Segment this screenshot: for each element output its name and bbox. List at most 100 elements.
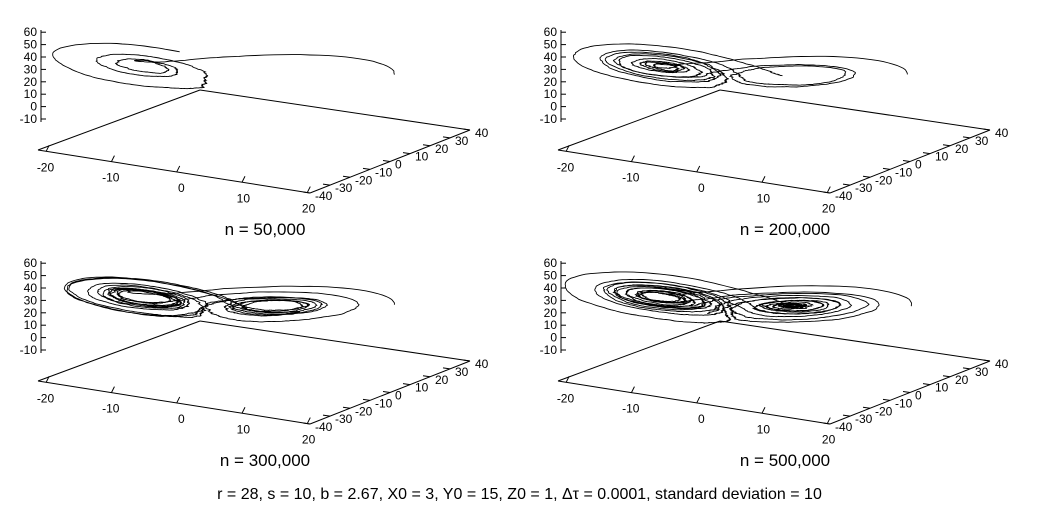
y-tick-mark <box>402 152 411 155</box>
y-tick-label: -10 <box>375 396 393 410</box>
z-tick-label: 50 <box>24 269 38 283</box>
chart-title: n = 300,000 <box>219 451 311 470</box>
z-tick-label: -10 <box>540 343 558 357</box>
chart-plot-area: -100102030405060-20-1001020-40-30-20-100… <box>20 25 489 216</box>
y-tick-label: -10 <box>895 165 913 179</box>
x-tick-label: 20 <box>822 433 836 447</box>
y-tick-label: 30 <box>975 365 989 379</box>
z-tick-label: 50 <box>544 269 558 283</box>
trajectory-series <box>52 42 395 90</box>
y-tick-label: 10 <box>935 381 949 395</box>
trajectory-series <box>572 43 908 89</box>
y-tick-label: -20 <box>875 404 893 418</box>
z-tick-label: 0 <box>550 100 557 114</box>
x-tick-mark <box>565 145 570 152</box>
z-tick-label: 30 <box>24 293 38 307</box>
z-tick-label: 20 <box>24 75 38 89</box>
y-tick-label: -10 <box>375 165 393 179</box>
x-front-axis <box>37 149 311 194</box>
y-tick-label: 0 <box>915 158 922 172</box>
y-tick-mark <box>922 152 931 155</box>
y-tick-label: 10 <box>415 150 429 164</box>
y-tick-mark <box>882 398 891 401</box>
y-tick-mark <box>962 367 971 370</box>
z-tick-label: 10 <box>24 318 38 332</box>
y-tick-mark <box>422 144 431 147</box>
x-tick-mark <box>110 386 115 393</box>
z-tick-label: 0 <box>30 331 37 345</box>
y-tick-mark <box>342 175 351 178</box>
y-tick-label: -30 <box>855 181 873 195</box>
y-tick-mark <box>922 383 931 386</box>
chart-title: n = 50,000 <box>224 220 306 239</box>
y-tick-label: 30 <box>455 134 469 148</box>
x-tick-label: 20 <box>822 202 836 216</box>
y-tick-mark <box>382 391 391 393</box>
y-tick-label: -40 <box>835 189 853 203</box>
x-front-axis <box>37 380 311 425</box>
y-tick-mark <box>982 128 991 131</box>
y-tick-mark <box>902 160 911 162</box>
x-front-axis <box>557 149 831 194</box>
y-tick-mark <box>402 383 411 386</box>
y-tick-label: -20 <box>875 173 893 187</box>
z-tick-label: 0 <box>550 331 557 345</box>
z-tick-label: 40 <box>544 281 558 295</box>
x-tick-mark <box>826 417 831 424</box>
y-tick-mark <box>982 359 991 362</box>
y-tick-label: 20 <box>435 373 449 387</box>
z-tick-label: 40 <box>24 50 38 64</box>
chart-panel-n-50000: -10 0 10 20 30 40 50 60 -20 -10 0 10 20 -40 -30 -20 -10 0… <box>0 10 500 242</box>
trajectory-series <box>564 271 912 324</box>
x-back-axis <box>557 89 721 151</box>
z-tick-label: -10 <box>540 112 558 126</box>
z-tick-label: 20 <box>24 306 38 320</box>
y-tick-label: -30 <box>855 412 873 426</box>
x-tick-label: -20 <box>37 391 55 405</box>
y-tick-mark <box>362 167 371 170</box>
y-tick-label: -40 <box>315 420 333 434</box>
z-tick-label: 40 <box>24 281 38 295</box>
y-tick-label: 10 <box>415 381 429 395</box>
x-tick-label: 0 <box>178 412 185 426</box>
x-tick-mark <box>826 186 831 193</box>
x-tick-label: 0 <box>698 412 705 426</box>
z-tick-label: 60 <box>544 25 558 39</box>
y-tick-mark <box>342 406 351 409</box>
y-tick-mark <box>322 414 331 417</box>
y-back-axis <box>719 320 991 362</box>
chart-plot-area: -100102030405060-20-1001020-40-30-20-100… <box>540 25 1009 216</box>
chart-plot-area: -100102030405060-20-1001020-40-30-20-100… <box>20 256 489 447</box>
x-tick-label: 20 <box>302 433 316 447</box>
x-tick-mark <box>696 165 701 173</box>
y-tick-label: 40 <box>475 126 489 140</box>
chart-title: n = 500,000 <box>739 451 831 470</box>
y-tick-mark <box>302 191 311 194</box>
z-tick-label: 60 <box>544 256 558 270</box>
z-tick-label: -10 <box>20 112 38 126</box>
y-tick-label: 40 <box>475 357 489 371</box>
x-tick-label: 10 <box>757 191 771 205</box>
trajectory-series <box>63 276 395 323</box>
z-tick-label: 0 <box>30 100 37 114</box>
y-tick-mark <box>442 367 451 370</box>
z-tick-label: 50 <box>24 38 38 52</box>
y-tick-mark <box>362 398 371 401</box>
x-tick-mark <box>241 407 246 414</box>
z-tick-label: 60 <box>24 256 38 270</box>
y-tick-label: -40 <box>315 189 333 203</box>
figure-caption: r = 28, s = 10, b = 2.67, X0 = 3, Y0 = 1… <box>217 486 822 503</box>
y-tick-label: 20 <box>435 142 449 156</box>
x-tick-label: -20 <box>37 160 55 174</box>
x-tick-label: -20 <box>557 160 575 174</box>
y-tick-mark <box>962 136 971 139</box>
x-tick-label: -10 <box>622 171 640 185</box>
y-tick-label: 0 <box>395 158 402 172</box>
x-tick-label: -20 <box>557 391 575 405</box>
y-tick-label: 0 <box>395 389 402 403</box>
x-tick-mark <box>45 145 50 152</box>
chart-panel-n-300000: -10 0 10 20 30 40 50 60 -20 -10 0 10 20 -40 -30 -20 -10 0… <box>0 241 500 473</box>
x-tick-label: 20 <box>302 202 316 216</box>
chart-plot-area: -100102030405060-20-1001020-40-30-20-100… <box>540 256 1009 447</box>
